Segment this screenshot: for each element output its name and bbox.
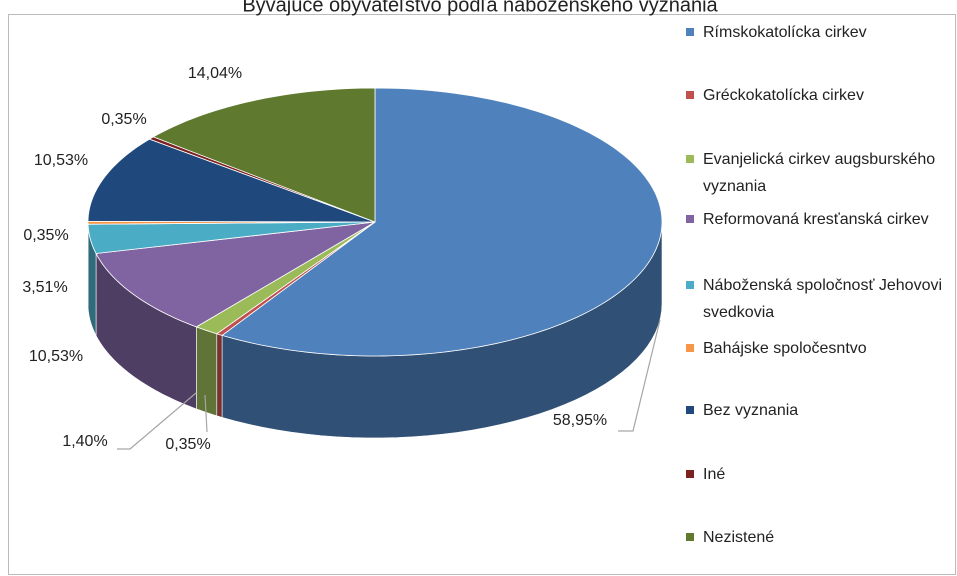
legend-swatch [686,91,694,99]
legend-item: Evanjelická cirkev augsburského vyznania [686,146,948,200]
legend-swatch [686,28,694,36]
data-label: 10,53% [29,348,83,365]
legend-label: Nezistené [703,529,775,546]
slice [152,87,376,223]
slice [95,221,376,328]
legend-item: Nezistené [686,524,948,551]
legend-label: Gréckokatolícka cirkev [703,87,864,104]
legend-swatch [686,533,694,541]
data-label: 0,35% [165,436,210,453]
legend-swatch [686,281,694,289]
legend-label: Bez vyznania [703,402,799,419]
legend-label: Iné [703,466,726,483]
legend-swatch [686,470,694,478]
slice [221,87,663,357]
legend-swatch [686,155,694,163]
legend-item: Reformovaná kresťanská cirkev [686,206,948,233]
slice [87,138,376,223]
legend-item: Bez vyznania [686,397,948,424]
legend-item: Gréckokatolícka cirkev [686,82,948,109]
data-label: 0,35% [23,227,68,244]
data-label: 3,51% [22,279,67,296]
data-label: 14,04% [188,65,242,82]
legend-swatch [686,215,694,223]
legend-item: Rímskokatolícka cirkev [686,19,948,46]
data-label: 1,40% [62,433,107,450]
data-label: 0,35% [101,111,146,128]
data-label: 58,95% [553,412,607,429]
legend-item: Iné [686,461,948,488]
legend-label: Evanjelická cirkev augsburského vyznania [703,151,936,195]
legend-label: Reformovaná kresťanská cirkev [703,211,929,228]
legend-label: Náboženská spoločnosť Jehovovi svedkovia [703,277,943,321]
legend-label: Rímskokatolícka cirkev [703,24,867,41]
legend-item: Náboženská spoločnosť Jehovovi svedkovia [686,272,948,326]
slice-side [216,333,223,418]
legend-swatch [686,344,694,352]
chart-title: Bývajúce obyvateľstvo podľa náboženského… [242,0,718,16]
legend-item: Bahájske spoločesntvo [686,335,948,362]
slice-side [196,326,218,417]
legend-label: Bahájske spoločesntvo [703,340,867,357]
leader-line [117,392,197,450]
leader-line [204,394,208,433]
legend-swatch [686,406,694,414]
leader-line [618,319,661,432]
data-label: 10,53% [34,152,88,169]
slice [87,221,376,254]
